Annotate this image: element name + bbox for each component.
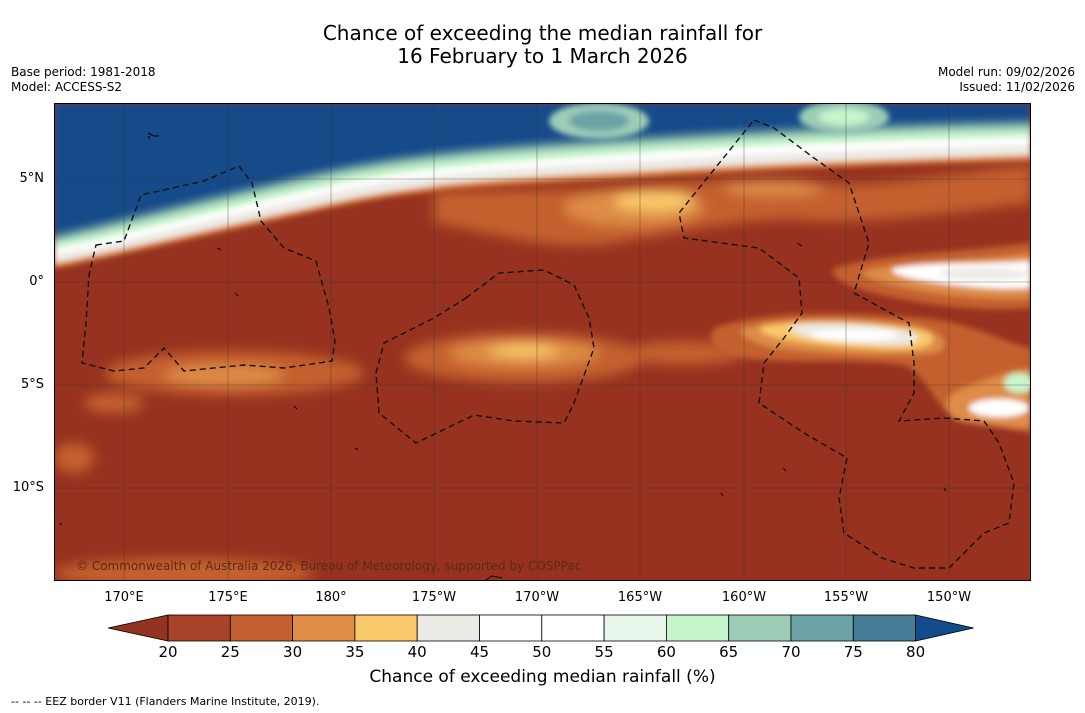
eez-border-central xyxy=(375,269,595,444)
colorbar-segment xyxy=(666,614,730,642)
colorbar-segment xyxy=(479,614,543,642)
colorbar-tick-label: 80 xyxy=(906,643,926,661)
x-tick-label: 175°W xyxy=(411,590,457,605)
eez-border-west xyxy=(81,165,336,372)
colorbar xyxy=(108,614,974,642)
graticule xyxy=(54,103,1031,581)
colorbar-segment xyxy=(852,614,916,642)
y-tick-label: 5°S xyxy=(20,377,44,392)
colorbar-tick-label: 30 xyxy=(283,643,303,661)
colorbar-high-extend xyxy=(915,614,974,642)
colorbar-tick-label: 35 xyxy=(345,643,365,661)
colorbar-low-extend xyxy=(108,614,169,642)
colorbar-segment xyxy=(354,614,418,642)
model-run: Model run: 09/02/2026 xyxy=(937,65,1075,79)
colorbar-tick-label: 25 xyxy=(220,643,240,661)
colorbar-tick-label: 60 xyxy=(656,643,676,661)
issued-date: Issued: 11/02/2026 xyxy=(959,80,1075,94)
base-period: Base period: 1981-2018 xyxy=(11,65,156,79)
colorbar-tick-label: 40 xyxy=(407,643,427,661)
colorbar-segment xyxy=(790,614,854,642)
right-meta: Model run: 09/02/2026 Issued: 11/02/2026 xyxy=(938,65,1075,95)
x-tick-label: 180° xyxy=(315,590,347,605)
colorbar-segment xyxy=(541,614,605,642)
colorbar-segment xyxy=(167,614,231,642)
y-tick-label: 10°S xyxy=(12,480,44,495)
northern-wet-band xyxy=(54,103,1031,268)
spcz-band-east xyxy=(710,313,1031,433)
colorbar-tick-label: 50 xyxy=(532,643,552,661)
left-meta: Base period: 1981-2018 Model: ACCESS-S2 xyxy=(11,65,156,95)
colorbar-segment xyxy=(728,614,792,642)
x-tick-label: 170°E xyxy=(104,590,144,605)
map-frame xyxy=(54,103,1031,581)
x-tick-label: 155°W xyxy=(823,590,869,605)
colorbar-label: Chance of exceeding median rainfall (%) xyxy=(369,667,716,687)
x-tick-label: 165°W xyxy=(617,590,663,605)
x-tick-label: 175°E xyxy=(208,590,248,605)
model-name: Model: ACCESS-S2 xyxy=(11,80,123,94)
colorbar-tick-label: 55 xyxy=(594,643,614,661)
chart-title-line-1: Chance of exceeding the median rainfall … xyxy=(322,21,763,45)
x-tick-label: 150°W xyxy=(926,590,972,605)
colorbar-segment xyxy=(292,614,356,642)
colorbar-tick-label: 45 xyxy=(469,643,490,661)
colorbar-segment xyxy=(416,614,480,642)
chart-title-line-2: 16 February to 1 March 2026 xyxy=(397,44,688,68)
y-tick-label: 5°N xyxy=(19,171,45,186)
colorbar-segment xyxy=(229,614,294,642)
eez-border-east xyxy=(678,119,1015,569)
northern-teal-patches xyxy=(549,103,889,139)
copyright-text: © Commonwealth of Australia 2026, Bureau… xyxy=(76,559,581,573)
eez-footnote: -- -- -- EEZ border V11 (Flanders Marine… xyxy=(11,695,320,708)
x-tick-label: 170°W xyxy=(514,590,560,605)
y-tick-label: 0° xyxy=(29,274,44,289)
southern-band-central xyxy=(404,333,744,383)
northern-orange-band xyxy=(434,165,1031,246)
colorbar-tick-label: 65 xyxy=(719,643,739,661)
rainfall-map: © Commonwealth of Australia 2026, Bureau… xyxy=(54,103,1031,581)
colorbar-tick-label: 75 xyxy=(843,643,863,661)
eez-borders xyxy=(81,119,1015,569)
southern-band-west xyxy=(54,351,364,581)
equatorial-wet-tongue xyxy=(833,243,1031,310)
colorbar-segment xyxy=(603,614,667,642)
x-tick-label: 160°W xyxy=(721,590,767,605)
island-markers xyxy=(58,132,947,581)
colorbar-tick-label: 20 xyxy=(158,643,178,661)
colorbar-tick-label: 70 xyxy=(781,643,801,661)
